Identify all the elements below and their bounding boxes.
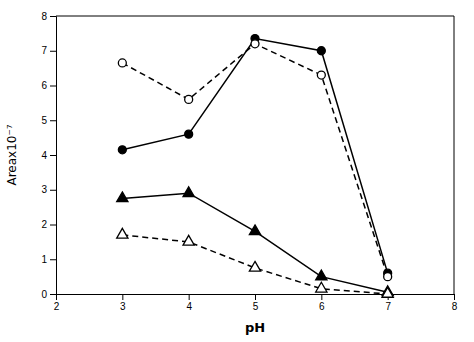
tick: 5 xyxy=(253,294,259,312)
tick: 4 xyxy=(186,294,192,312)
tick-label: 7 xyxy=(41,45,47,56)
tick: 4 xyxy=(41,150,56,161)
tick-label: 2 xyxy=(41,219,47,230)
series-line xyxy=(122,193,387,292)
marker xyxy=(118,59,126,67)
markers xyxy=(117,35,394,298)
tick-mark xyxy=(122,294,123,300)
tick: 1 xyxy=(41,254,56,265)
marker xyxy=(117,228,128,238)
lines xyxy=(122,39,387,294)
tick-label: 3 xyxy=(120,301,126,312)
tick-mark xyxy=(50,16,56,17)
y-axis-line xyxy=(50,17,57,295)
plot: 2 3 4 5 6 7 8 0 1 2 3 4 5 6 7 8 xyxy=(41,11,457,312)
tick-mark xyxy=(321,294,322,300)
tick-mark xyxy=(454,294,455,300)
tick-mark xyxy=(50,259,56,260)
x-axis-title: pH xyxy=(245,320,265,335)
tick-label: 6 xyxy=(319,301,325,312)
frame xyxy=(454,16,455,294)
tick: 2 xyxy=(41,219,56,230)
tick-mark xyxy=(50,294,56,295)
marker xyxy=(317,71,325,79)
marker xyxy=(185,95,193,103)
marker xyxy=(118,146,126,154)
series-line xyxy=(122,235,387,294)
marker xyxy=(316,282,327,292)
frame xyxy=(56,16,454,17)
marker xyxy=(316,270,327,280)
marker xyxy=(249,261,260,271)
marker xyxy=(249,225,260,235)
y-axis: 0 1 2 3 4 5 6 7 8 xyxy=(41,11,56,300)
tick-mark xyxy=(255,294,256,300)
marker xyxy=(317,47,325,55)
tick: 6 xyxy=(41,80,56,91)
tick-mark xyxy=(50,120,56,121)
tick-mark xyxy=(50,86,56,87)
tick-label: 3 xyxy=(41,184,47,195)
tick-mark xyxy=(50,190,56,191)
marker xyxy=(384,273,392,281)
tick: 0 xyxy=(41,289,56,300)
tick-label: 4 xyxy=(41,150,47,161)
marker xyxy=(185,130,193,138)
y-axis-title: Areax10⁻⁷ xyxy=(5,124,19,185)
marker xyxy=(183,235,194,245)
tick-label: 8 xyxy=(452,301,458,312)
tick-label: 5 xyxy=(41,115,47,126)
x-axis: 2 3 4 5 6 7 8 xyxy=(54,294,458,312)
series-line xyxy=(122,44,387,277)
tick: 3 xyxy=(120,294,126,312)
tick: 2 xyxy=(54,294,60,312)
tick-label: 4 xyxy=(186,301,192,312)
tick-label: 6 xyxy=(41,80,47,91)
tick-mark xyxy=(189,294,190,300)
chart: 2 3 4 5 6 7 8 0 1 2 3 4 5 6 7 8 pH Areax10⁻⁷ xyxy=(0,0,474,342)
tick-label: 7 xyxy=(385,301,391,312)
tick-label: 1 xyxy=(41,254,47,265)
marker xyxy=(117,192,128,202)
marker xyxy=(382,287,393,297)
marker xyxy=(251,40,259,48)
tick: 8 xyxy=(41,11,56,22)
tick: 8 xyxy=(452,294,458,312)
marker xyxy=(183,187,194,197)
tick-mark xyxy=(50,155,56,156)
tick: 5 xyxy=(41,115,56,126)
tick-label: 0 xyxy=(41,289,47,300)
tick-mark xyxy=(50,225,56,226)
tick-label: 8 xyxy=(41,11,47,22)
tick: 7 xyxy=(41,45,56,56)
tick-label: 2 xyxy=(54,301,60,312)
tick: 6 xyxy=(319,294,325,312)
tick-label: 5 xyxy=(253,301,259,312)
tick: 3 xyxy=(41,184,56,195)
x-axis-line xyxy=(57,295,455,301)
tick-mark xyxy=(50,51,56,52)
